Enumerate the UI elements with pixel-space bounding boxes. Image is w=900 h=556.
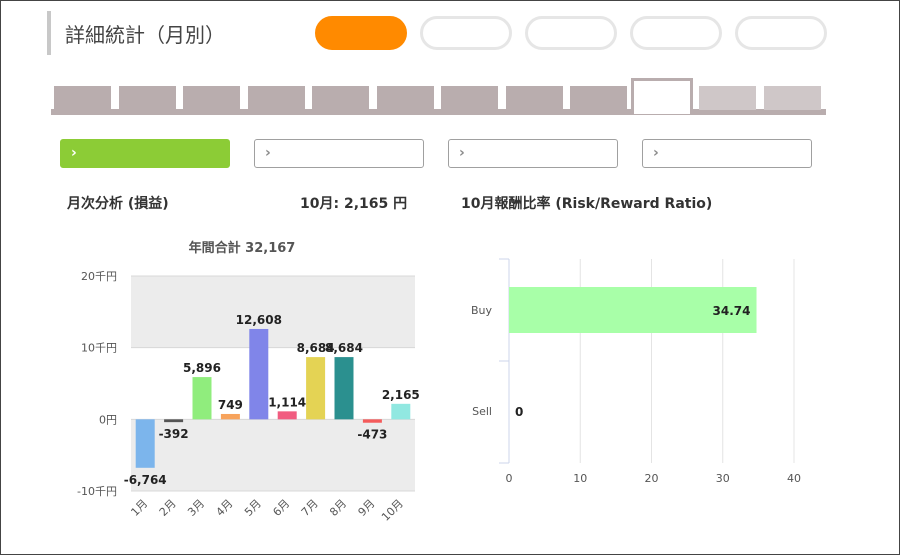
tab-month-3[interactable] <box>183 86 240 110</box>
year-button-2025[interactable] <box>315 16 407 50</box>
tab-month-5[interactable] <box>312 86 369 110</box>
plot-band-lower <box>131 419 415 491</box>
month-tabs-baseline <box>51 109 826 115</box>
tab-month-12[interactable] <box>763 86 821 110</box>
data-label: -392 <box>159 427 189 441</box>
tab-month-7[interactable] <box>441 86 498 110</box>
y-tick-label: 20千円 <box>81 270 117 283</box>
data-label: 8,684 <box>325 341 363 355</box>
y-tick-label: Sell <box>472 405 492 418</box>
metric-button-win-rate[interactable]: › <box>642 139 812 168</box>
tab-month-2[interactable] <box>118 86 176 110</box>
bar <box>306 357 326 420</box>
chart-title: 年間合計 32,167 <box>189 240 296 256</box>
x-tick-label: 0 <box>506 472 513 485</box>
title-accent-bar: 詳細統計（月別） <box>47 11 225 55</box>
tab-month-1[interactable] <box>54 86 111 110</box>
data-label: 749 <box>218 398 243 412</box>
data-label: 5,896 <box>183 361 221 375</box>
data-label: -473 <box>357 428 387 442</box>
chevron-right-icon: › <box>265 145 271 161</box>
y-tick-label: -10千円 <box>77 485 117 498</box>
chevron-right-icon: › <box>459 145 465 161</box>
x-tick-label: 30 <box>716 472 730 485</box>
bar <box>220 413 240 420</box>
data-label: 8,684 <box>297 341 335 355</box>
data-label: 12,608 <box>236 313 282 327</box>
data-label: 0 <box>515 405 523 419</box>
chevron-right-icon: › <box>71 145 77 161</box>
data-label: -6,764 <box>124 473 167 487</box>
y-tick-label: 0円 <box>99 413 117 426</box>
data-label: 34.74 <box>713 304 751 318</box>
year-button-2024[interactable] <box>420 16 512 50</box>
metric-button-pips[interactable]: › <box>254 139 424 168</box>
tab-month-6[interactable] <box>376 86 434 110</box>
bar <box>509 287 757 333</box>
metric-button-lots[interactable]: › <box>448 139 618 168</box>
tab-month-8[interactable] <box>505 86 563 110</box>
page-title: 詳細統計（月別） <box>65 23 225 47</box>
bar <box>135 419 155 468</box>
bar <box>362 419 382 423</box>
tab-month-11[interactable] <box>699 86 756 110</box>
y-tick-label: Buy <box>471 304 493 317</box>
bar <box>192 377 212 420</box>
data-label: 1,114 <box>268 395 306 409</box>
chevron-right-icon: › <box>653 145 659 161</box>
tab-month-4[interactable] <box>247 86 305 110</box>
bar <box>164 419 184 423</box>
year-button-2021[interactable] <box>735 16 827 50</box>
year-button-2023[interactable] <box>525 16 617 50</box>
year-button-2022[interactable] <box>630 16 722 50</box>
tab-month-10[interactable] <box>630 78 693 114</box>
bar <box>391 403 411 420</box>
left-panel-heading: 月次分析 (損益) <box>67 196 169 212</box>
tab-month-9[interactable] <box>570 86 627 110</box>
x-tick-label: 40 <box>787 472 801 485</box>
right-panel-heading: 10月報酬比率 (Risk/Reward Ratio) <box>461 196 713 212</box>
bar <box>249 328 269 420</box>
data-label: 2,165 <box>382 388 420 402</box>
metric-button-pnl[interactable]: › <box>60 139 230 168</box>
bar <box>334 357 354 420</box>
bar <box>277 411 297 420</box>
month-value: 10月: 2,165 円 <box>300 196 408 212</box>
x-tick-label: 10 <box>573 472 587 485</box>
y-tick-label: 10千円 <box>81 342 117 355</box>
x-tick-label: 20 <box>645 472 659 485</box>
plot-band-upper <box>131 276 415 348</box>
